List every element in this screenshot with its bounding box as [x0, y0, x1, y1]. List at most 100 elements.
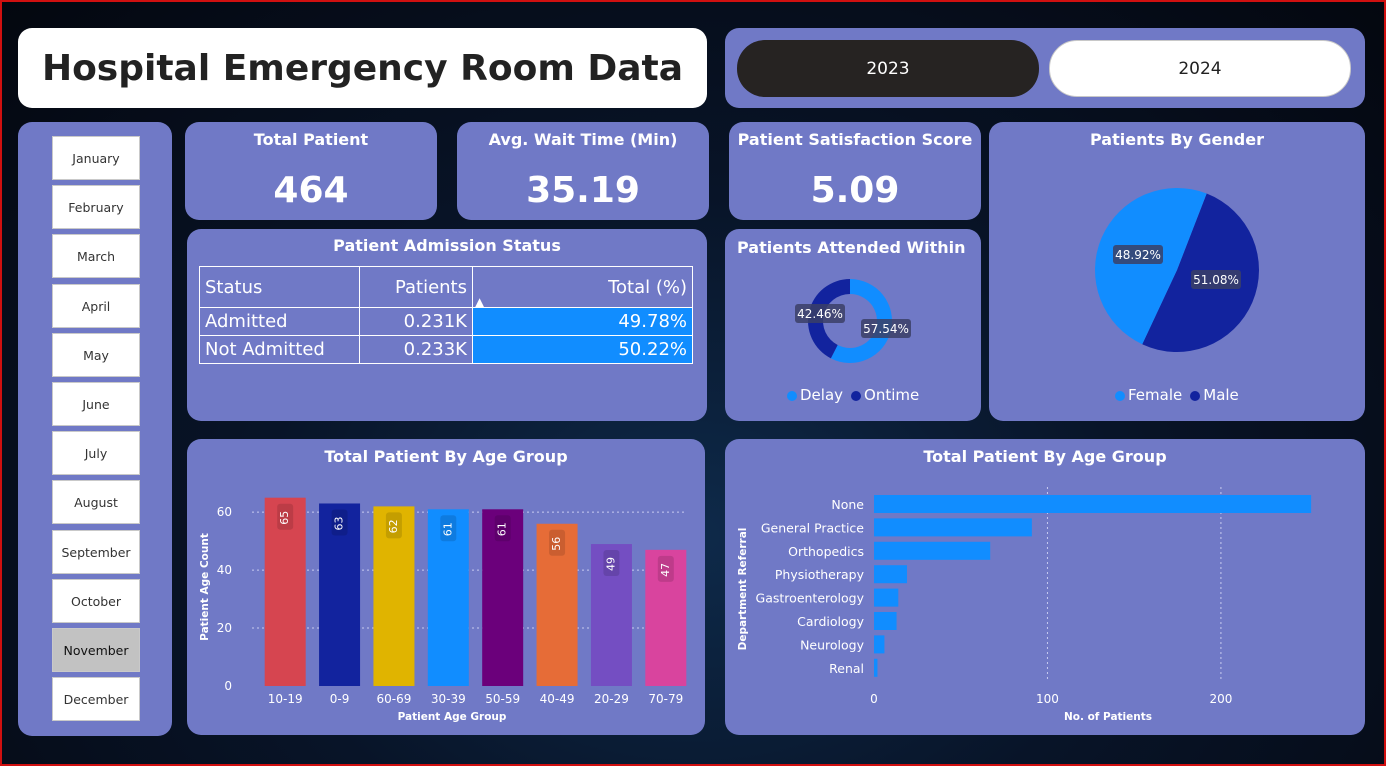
legend-label: Delay — [800, 386, 844, 404]
data-label: 51.08% — [1193, 273, 1239, 287]
bar-value-label: 61 — [441, 522, 454, 536]
hbar-neurology[interactable] — [874, 635, 885, 654]
kpi-total-patient: Total Patient 464 — [185, 122, 437, 220]
legend-item-male[interactable]: Male — [1190, 386, 1239, 404]
table-row[interactable]: Admitted 0.231K 49.78% — [199, 307, 693, 336]
pie-title: Patients By Gender — [1090, 130, 1264, 149]
cell-total-pct: 49.78% — [472, 307, 693, 336]
month-button-january[interactable]: January — [52, 136, 140, 180]
bar-10-19[interactable] — [264, 497, 306, 686]
kpi-value: 35.19 — [526, 170, 640, 211]
legend-item-ontime[interactable]: Ontime — [851, 386, 919, 404]
month-button-december[interactable]: December — [52, 677, 140, 721]
cell-patients: 0.231K — [359, 307, 473, 336]
data-label-bg — [549, 529, 566, 556]
x-tick-label: 40-49 — [540, 692, 575, 706]
month-button-april[interactable]: April — [52, 284, 140, 328]
hbar-physiotherapy[interactable] — [874, 565, 907, 584]
x-tick-label: 10-19 — [268, 692, 303, 706]
bar-0-9[interactable] — [319, 503, 361, 686]
data-label-bg — [1191, 270, 1241, 289]
legend-item-delay[interactable]: Delay — [787, 386, 843, 404]
data-label: 48.92% — [1115, 248, 1161, 262]
year-button-2024[interactable]: 2024 — [1049, 40, 1351, 97]
age-group-bar-chart[interactable]: 0 20 40 60 65 10-19 63 0-9 62 60-69 61 30-39 61 50-59… — [187, 439, 705, 735]
column-header-status[interactable]: Status — [199, 266, 360, 308]
hbar-cardiology[interactable] — [874, 612, 897, 630]
pie-label-male: 51.08% — [1191, 270, 1241, 289]
data-label-bg — [861, 319, 911, 338]
kpi-label: Avg. Wait Time (Min) — [488, 130, 678, 149]
kpi-label: Total Patient — [253, 130, 369, 149]
gender-card: Patients By Gender 48.92% 51.08% Female M… — [989, 122, 1365, 421]
data-label-bg — [385, 512, 402, 539]
hbar-orthopedics[interactable] — [874, 541, 991, 560]
y-tick-label: 0 — [224, 679, 232, 693]
kpi-value: 464 — [273, 170, 349, 211]
y-axis-title: Patient Age Count — [199, 533, 211, 641]
cell-status: Admitted — [199, 307, 360, 336]
kpi-satisfaction-score: Patient Satisfaction Score 5.09 — [729, 122, 981, 220]
month-button-august[interactable]: August — [52, 480, 140, 524]
data-label-bg — [1113, 245, 1163, 264]
bar-60-69[interactable] — [373, 506, 415, 686]
x-tick-label: 0-9 — [330, 692, 350, 706]
bar-70-79[interactable] — [645, 549, 687, 686]
donut-chart[interactable]: 57.54% 42.46% — [725, 229, 981, 421]
donut-slice-delay[interactable] — [830, 279, 892, 363]
hbar-none[interactable] — [874, 495, 1312, 513]
pie-legend: Female Male — [1115, 386, 1239, 404]
column-header-label: Total (%) — [608, 276, 687, 298]
bar-50-59[interactable] — [482, 509, 524, 686]
table-row[interactable]: Not Admitted 0.233K 50.22% — [199, 335, 693, 364]
month-button-february[interactable]: February — [52, 185, 140, 229]
data-label-bg — [603, 550, 620, 577]
bar-value-label: 49 — [604, 557, 617, 571]
bar-40-49[interactable] — [536, 523, 578, 686]
bar-value-label: 56 — [550, 537, 563, 551]
bar-value-label: 47 — [659, 563, 672, 577]
x-tick-label: 100 — [1036, 692, 1059, 706]
data-label: 57.54% — [863, 322, 909, 336]
sort-ascending-icon: ▲ — [475, 295, 485, 309]
bar-value-label: 63 — [333, 516, 346, 530]
month-button-june[interactable]: June — [52, 382, 140, 426]
table-header-row: Status Patients Total (%) ▲ — [199, 266, 693, 309]
bar-30-39[interactable] — [427, 509, 469, 686]
hbar-renal[interactable] — [874, 658, 878, 677]
month-button-september[interactable]: September — [52, 530, 140, 574]
cell-status: Not Admitted — [199, 335, 360, 364]
department-bar-chart[interactable]: 0 100 200 None General Practice Orthopedics Ph… — [725, 439, 1365, 735]
y-axis-title: Department Referral — [737, 528, 749, 651]
data-label-bg — [331, 509, 348, 536]
donut-label-ontime: 42.46% — [795, 304, 845, 323]
bar-value-label: 62 — [387, 519, 400, 533]
donut-slice-ontime[interactable] — [808, 279, 850, 359]
month-button-march[interactable]: March — [52, 234, 140, 278]
column-header-total-pct[interactable]: Total (%) ▲ — [472, 266, 693, 309]
hbar-general-practice[interactable] — [874, 518, 1032, 537]
legend-dot — [787, 390, 797, 401]
month-button-october[interactable]: October — [52, 579, 140, 623]
y-tick-label: Physiotherapy — [775, 567, 865, 582]
month-button-july[interactable]: July — [52, 431, 140, 475]
bar-20-29[interactable] — [590, 544, 632, 686]
year-button-2023[interactable]: 2023 — [737, 40, 1039, 97]
x-tick-label: 50-59 — [485, 692, 520, 706]
kpi-value: 5.09 — [810, 170, 900, 211]
donut-title: Patients Attended Within Ti... — [737, 238, 969, 257]
x-axis-title: No. of Patients — [1064, 711, 1152, 723]
legend-label: Ontime — [864, 386, 920, 404]
attended-within-time-card: Patients Attended Within Ti... 57.54% 42.… — [725, 229, 981, 421]
pie-chart[interactable]: 48.92% 51.08% — [989, 122, 1365, 421]
month-button-november[interactable]: November — [52, 628, 140, 672]
y-tick-label: 60 — [217, 505, 232, 519]
column-header-patients[interactable]: Patients — [359, 266, 473, 308]
legend-item-female[interactable]: Female — [1115, 386, 1182, 404]
legend-dot — [851, 390, 862, 401]
hbar-gastroenterology[interactable] — [874, 588, 899, 607]
admission-title: Patient Admission Status — [333, 236, 561, 255]
month-button-may[interactable]: May — [52, 333, 140, 377]
x-tick-label: 70-79 — [648, 692, 683, 706]
pie-slice-female[interactable] — [1095, 188, 1207, 345]
